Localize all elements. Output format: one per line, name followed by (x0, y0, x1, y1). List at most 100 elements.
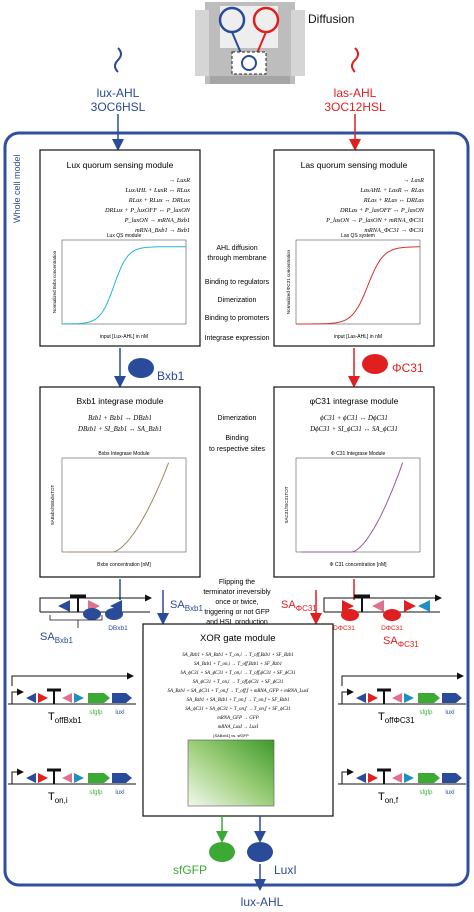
sa-bxb1-right-label: SABxb1 (170, 599, 203, 613)
xor-equation: mRNA_LuxI → LuxI (218, 725, 259, 730)
phic31-equation: ϕC31 + ϕC31 ↔ DϕC31 (320, 415, 388, 422)
microfluidic-device-icon (195, 2, 305, 84)
sa-bxb1-bottom-label: SABxb1 (40, 631, 73, 645)
lux-equation: RLux + RLux ↔ DRLux (128, 197, 190, 204)
gene-luxi-label: luxI (445, 710, 455, 716)
phic31-plot-xlabel: Φ C31 concentration [nM] (329, 562, 387, 568)
mechanism-step: through membrane (207, 255, 266, 262)
construct-right_top (338, 672, 466, 705)
phic31-equation: DϕC31 + SI_ϕC31 ↔ SA_ϕC31 (309, 426, 398, 433)
lux-equation: mRNA_Bxb1 → Bxb1 (135, 227, 190, 234)
lux-ahl-sub: 3OC6HSL (91, 100, 146, 114)
phic31-plot-frame (295, 457, 421, 553)
lux-ahl-molecule-icon (114, 47, 122, 73)
las-plot-frame (295, 239, 421, 325)
las-plot-title: Las QS system (341, 233, 375, 239)
xor-gate-module: XOR gate module SA_Bzb1 + SA_Bzb1 + T_on… (142, 623, 334, 817)
final-output-label: lux-AHL (241, 895, 284, 909)
lux-equation: → LuxR (169, 177, 190, 184)
construct-label-right_bottom: Ton,f (378, 791, 399, 805)
phic31-equations: ϕC31 + ϕC31 ↔ DϕC31 DϕC31 + SI_ϕC31 ↔ SA_… (309, 415, 398, 433)
construct-label-left_bottom: Ton,i (48, 791, 68, 805)
whole-cell-label: Whole cell model (12, 154, 22, 223)
gene-sfgfp-label: sfgfp (419, 710, 433, 716)
phic31-protein-icon (362, 354, 388, 374)
bxb1-plot-frame (61, 457, 187, 553)
flip-text-line: terminator irreversibly (203, 589, 271, 596)
lux-plot-ylabel: Normalized Bxbs concentration (52, 250, 57, 313)
diffusion-label: Diffusion (308, 12, 354, 26)
integrase-steps: Dimerization Binding to respective sites (209, 415, 266, 453)
xor-equation: SA_Bzb1 + SA_Bzb1 + T_on,f → T_on,f + SF… (187, 698, 290, 703)
bxb1-equations: Bzb1 + Bzb1 ↔ DBzb1 DBzb1 + SI_Bzb1 ↔ SA_… (77, 415, 162, 433)
xor-equation: SA_Bzb1 + SA_Bzb1 + T_on,i → T_off,Bzb1 … (182, 653, 294, 658)
construct-label-right_top: ToffΦC31 (378, 711, 415, 725)
xor-equations: SA_Bzb1 + SA_Bzb1 + T_on,i → T_off,Bzb1 … (168, 653, 309, 730)
lux-plot-title: Lux QS module (107, 233, 142, 239)
mechanism-step: Binding to regulators (205, 279, 270, 286)
xor-heatmap-title: [SABxb1] vs. sfGFP (213, 733, 249, 738)
las-ahl-molecule-icon (351, 47, 359, 73)
xor-module-title: XOR gate module (200, 633, 276, 644)
xor-equation: SA_ϕC31 + SA_ϕC31 + T_on,i → T_off,ϕC31 … (180, 671, 295, 676)
xor-equation: SA_ϕC31 + SA_ϕC31 + T_on,f → T_on,f + SF… (185, 707, 291, 712)
las-equation: → LasR (403, 177, 424, 184)
flip-text-line: Flipping the (219, 579, 255, 586)
dphic31-label-a: DΦC31 (333, 625, 355, 632)
gene-sfgfp-label: sfgfp (89, 710, 103, 716)
integrase-step: Dimerization (218, 415, 257, 422)
las-equation: DRLas + P_lasOFF ↔ P_lasON (339, 207, 425, 214)
construct-left_bottom (8, 768, 136, 785)
lux-plot-frame (61, 239, 187, 325)
phic31-plot-title: Φ C31 Integrase Module (331, 451, 386, 457)
bxb1-equation: Bzb1 + Bzb1 ↔ DBzb1 (88, 415, 152, 422)
phic31-plot-ylabel: SAC31/SIC31TOT (284, 486, 289, 523)
integrase-step: Binding (225, 435, 248, 442)
integrase-step: to respective sites (209, 446, 266, 453)
las-module: Las quorum sensing module → LasR LasAHL +… (273, 149, 435, 347)
gene-sfgfp-label: sfgfp (89, 790, 103, 796)
mechanism-step: Integrase expression (205, 335, 270, 342)
phic31-module: φC31 integrase module ϕC31 + ϕC31 ↔ DϕC3… (273, 386, 435, 578)
las-response-curve (296, 246, 420, 325)
lux-equations: → LuxR LuxAHL + LuxR ↔ RLux RLux + RLux ↔ … (104, 177, 191, 234)
las-equation: RLas + RLas ↔ DRLas (363, 197, 425, 204)
las-plot-ylabel: Normalized ΦC31 concentration (286, 249, 291, 314)
xor-equation: mRNA_GFP → GFP (217, 716, 258, 721)
lux-ahl-label: lux-AHL (97, 86, 140, 100)
bxb1-module: Bxb1 integrase module Bzb1 + Bzb1 ↔ DBzb… (39, 386, 201, 578)
las-equation: P_lasON → P_lasON + mRNA_ΦC31 (325, 217, 424, 224)
flip-text-line: once or twice, (215, 599, 258, 606)
bxb1-plot-title: Bxbs Integrase Module (98, 451, 149, 457)
luxi-output-label: LuxI (274, 863, 297, 877)
sa-phic31-bottom-label: SAΦC31 (383, 635, 419, 649)
lux-module: Lux quorum sensing module → LuxR LuxAHL +… (39, 149, 201, 347)
xor-constructs: ToffBxb1 sfgfp luxI Ton,i sfgfp luxI ToffΦC31 s… (8, 672, 466, 805)
bxb1-protein-label: Bxb1 (157, 369, 185, 383)
gene-luxi-label: luxI (445, 790, 455, 796)
gene-luxi-label: luxI (115, 790, 125, 796)
bxb1-plot-xlabel: Bxbs concentration [nM] (97, 562, 151, 568)
lux-equation: LuxAHL + LuxR ↔ RLux (124, 187, 190, 194)
lux-module-title: Lux quorum sensing module (67, 160, 174, 170)
sfgfp-output-label: sfGFP (173, 863, 207, 877)
construct-left_top (8, 672, 136, 705)
gene-sfgfp-label: sfgfp (419, 790, 433, 796)
construct-label-left_top: ToffBxb1 (48, 711, 82, 725)
lux-equation: P_luxON → mRNA_Bxb1 (124, 217, 190, 224)
mechanism-step: Binding to promoters (205, 315, 270, 322)
sfgfp-protein-icon (209, 842, 235, 862)
lux-response-curve (61, 246, 186, 325)
las-equation: mRNA_ΦC31 → ΦC31 (364, 227, 424, 234)
bxb1-equation: DBzb1 + SI_Bzb1 ↔ SA_Bzb1 (77, 426, 162, 433)
dbxb1-label: DBxb1 (108, 625, 128, 632)
xor-heatmap (187, 739, 275, 807)
flip-text-line: triggering or not GFP (204, 609, 270, 616)
sa-phic31-left-label: SAΦC31 (281, 599, 317, 613)
phic31-module-title: φC31 integrase module (310, 396, 399, 406)
xor-equation: SA_ϕC31 + T_on,i → T_off,ϕC31 + SF_ϕC31 (193, 680, 284, 685)
mechanism-step: Dimerization (218, 297, 257, 304)
bxb1-attachment-construct (39, 594, 152, 628)
bxb1-plot-ylabel: SABxbs/SIBxbsTOT (50, 485, 55, 526)
phic31-attachment-construct (323, 594, 442, 621)
